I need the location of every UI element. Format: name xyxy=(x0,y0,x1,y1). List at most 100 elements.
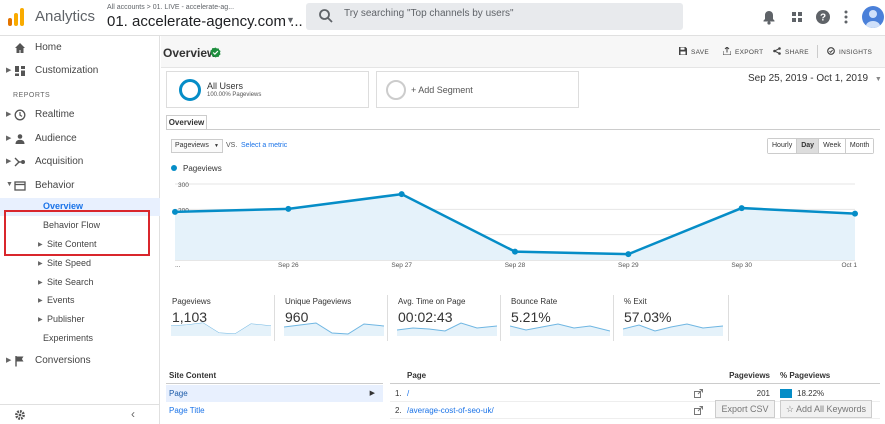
site-content-label: Page xyxy=(169,389,188,398)
date-range-label: Sep 25, 2019 - Oct 1, 2019 xyxy=(748,73,869,84)
sparkline-icon xyxy=(510,323,610,336)
sidebar-item-conversions[interactable]: ▶ Conversions xyxy=(0,351,160,371)
sidebar-item-label: Site Speed xyxy=(47,258,92,268)
sidebar-item-label: Publisher xyxy=(47,314,85,324)
insights-icon xyxy=(827,47,835,55)
add-segment-button[interactable]: + Add Segment xyxy=(376,71,579,108)
save-button[interactable]: SAVE xyxy=(679,47,709,56)
export-button[interactable]: EXPORT xyxy=(723,47,763,56)
search-bar[interactable] xyxy=(306,3,683,30)
sidebar-item-customization[interactable]: ▶ Customization xyxy=(0,61,160,81)
summary-pageviews[interactable]: Pageviews 1,103 xyxy=(171,295,275,341)
data-point xyxy=(512,248,518,255)
col-pct-pageviews[interactable]: % Pageviews xyxy=(780,371,831,380)
sidebar-item-label: Behavior Flow xyxy=(43,220,101,230)
sidebar-item-label: Audience xyxy=(35,133,77,144)
collapse-sidebar-icon[interactable]: ‹ xyxy=(131,407,135,421)
site-content-label: Page Title xyxy=(169,406,205,415)
chart-legend: Pageviews xyxy=(171,164,222,173)
analytics-logo-icon[interactable] xyxy=(8,8,26,26)
legend-dot-icon xyxy=(171,165,177,171)
date-range-picker[interactable]: Sep 25, 2019 - Oct 1, 2019 ▼ xyxy=(748,73,882,84)
gear-icon[interactable] xyxy=(14,409,26,421)
sidebar-footer: ‹ xyxy=(0,404,160,424)
sidebar-item-site-search[interactable]: ▶ Site Search xyxy=(0,274,160,292)
data-point xyxy=(398,191,405,198)
caret-down-icon[interactable]: ▼ xyxy=(286,15,295,25)
external-link-icon[interactable] xyxy=(694,389,703,398)
help-icon[interactable]: ? xyxy=(815,9,831,25)
sidebar-item-home[interactable]: Home xyxy=(0,38,160,58)
x-tick-label: Oct 1 xyxy=(841,262,857,269)
summary-exit[interactable]: % Exit 57.03% xyxy=(623,295,729,341)
sidebar-item-experiments[interactable]: Experiments xyxy=(0,330,160,348)
sidebar-item-realtime[interactable]: ▶ Realtime xyxy=(0,105,160,125)
insights-button[interactable]: INSIGHTS xyxy=(827,47,872,56)
x-tick-label: ... xyxy=(175,262,181,269)
export-label: EXPORT xyxy=(735,49,764,56)
share-button[interactable]: SHARE xyxy=(773,47,809,56)
data-point xyxy=(738,205,745,212)
add-all-keywords-label: Add All Keywords xyxy=(796,404,867,414)
table-header: Page Pageviews % Pageviews xyxy=(390,370,880,384)
person-icon xyxy=(15,134,25,144)
search-input[interactable] xyxy=(344,8,664,19)
expand-arrow-icon: ▶ xyxy=(38,298,43,304)
pageviews-value: 201 xyxy=(756,389,770,398)
x-tick-label: Sep 27 xyxy=(391,262,412,269)
metric-dropdown[interactable]: Pageviews ▼ xyxy=(171,139,223,153)
col-pageviews[interactable]: Pageviews xyxy=(729,371,770,380)
more-vert-icon[interactable] xyxy=(838,9,854,25)
sidebar-item-label: Site Search xyxy=(47,277,94,287)
summary-value: 960 xyxy=(285,309,309,325)
account-selector[interactable]: 01. accelerate-agency.com ... xyxy=(107,13,303,30)
day-button[interactable]: Day xyxy=(797,139,820,153)
summary-unique-pageviews[interactable]: Unique Pageviews 960 xyxy=(284,295,388,341)
sidebar-item-behavior[interactable]: ▼ Behavior xyxy=(0,176,160,196)
summary-avg-time[interactable]: Avg. Time on Page 00:02:43 xyxy=(397,295,501,341)
site-content-header: Site Content xyxy=(166,370,383,384)
sidebar-item-audience[interactable]: ▶ Audience xyxy=(0,129,160,149)
expand-arrow-icon: ▶ xyxy=(38,317,43,323)
export-csv-button[interactable]: Export CSV xyxy=(715,400,775,418)
vs-label: VS. xyxy=(226,142,238,149)
sidebar-item-publisher[interactable]: ▶ Publisher xyxy=(0,311,160,329)
sidebar: Home ▶ Customization REPORTS ▶ Realtime … xyxy=(0,36,160,424)
save-label: SAVE xyxy=(691,49,710,56)
x-tick-label: Sep 28 xyxy=(505,262,526,269)
page-link[interactable]: /average-cost-of-seo-uk/ xyxy=(407,406,494,415)
sidebar-item-site-content[interactable]: ▶ Site Content xyxy=(0,236,160,254)
sidebar-item-events[interactable]: ▶ Events xyxy=(0,292,160,310)
hourly-button[interactable]: Hourly xyxy=(768,139,798,153)
sidebar-item-behavior-flow[interactable]: Behavior Flow xyxy=(0,217,160,235)
pct-bar xyxy=(780,389,792,398)
site-content-page-title[interactable]: Page Title xyxy=(166,402,383,419)
table-row: 1. / 201 18.22% xyxy=(390,385,880,402)
tab-overview[interactable]: Overview xyxy=(166,115,207,130)
x-tick-label: Sep 29 xyxy=(618,262,639,269)
summary-bounce-rate[interactable]: Bounce Rate 5.21% xyxy=(510,295,614,341)
sidebar-item-acquisition[interactable]: ▶ Acquisition xyxy=(0,152,160,172)
expand-arrow-icon: ▶ xyxy=(38,242,43,248)
expand-arrow-icon: ▶ xyxy=(6,357,12,364)
expand-arrow-icon: ▶ xyxy=(6,158,12,165)
segment-all-users[interactable]: All Users 100.00% Pageviews xyxy=(166,71,369,108)
month-button[interactable]: Month xyxy=(845,139,874,153)
week-button[interactable]: Week xyxy=(819,139,846,153)
page-title: Overview xyxy=(163,46,217,60)
add-all-keywords-button[interactable]: ☆ Add All Keywords xyxy=(780,400,872,418)
page-link[interactable]: / xyxy=(407,389,410,398)
select-metric-link[interactable]: Select a metric xyxy=(241,142,288,149)
sidebar-item-site-speed[interactable]: ▶ Site Speed xyxy=(0,255,160,273)
user-avatar-icon xyxy=(866,10,880,28)
external-link-icon[interactable] xyxy=(694,406,703,415)
overview-header: Overview SAVE EXPORT SHARE INSIGHTS xyxy=(161,36,885,68)
account-breadcrumb[interactable]: All accounts > 01. LIVE - accelerate-ag.… xyxy=(107,4,235,11)
avatar[interactable] xyxy=(862,6,884,28)
apps-grid-icon[interactable] xyxy=(789,9,805,25)
behavior-icon xyxy=(14,181,26,191)
summary-label: Avg. Time on Page xyxy=(398,297,466,306)
bell-icon[interactable] xyxy=(761,9,777,25)
site-content-page[interactable]: Page ▶ xyxy=(166,385,383,402)
data-point xyxy=(172,208,178,215)
